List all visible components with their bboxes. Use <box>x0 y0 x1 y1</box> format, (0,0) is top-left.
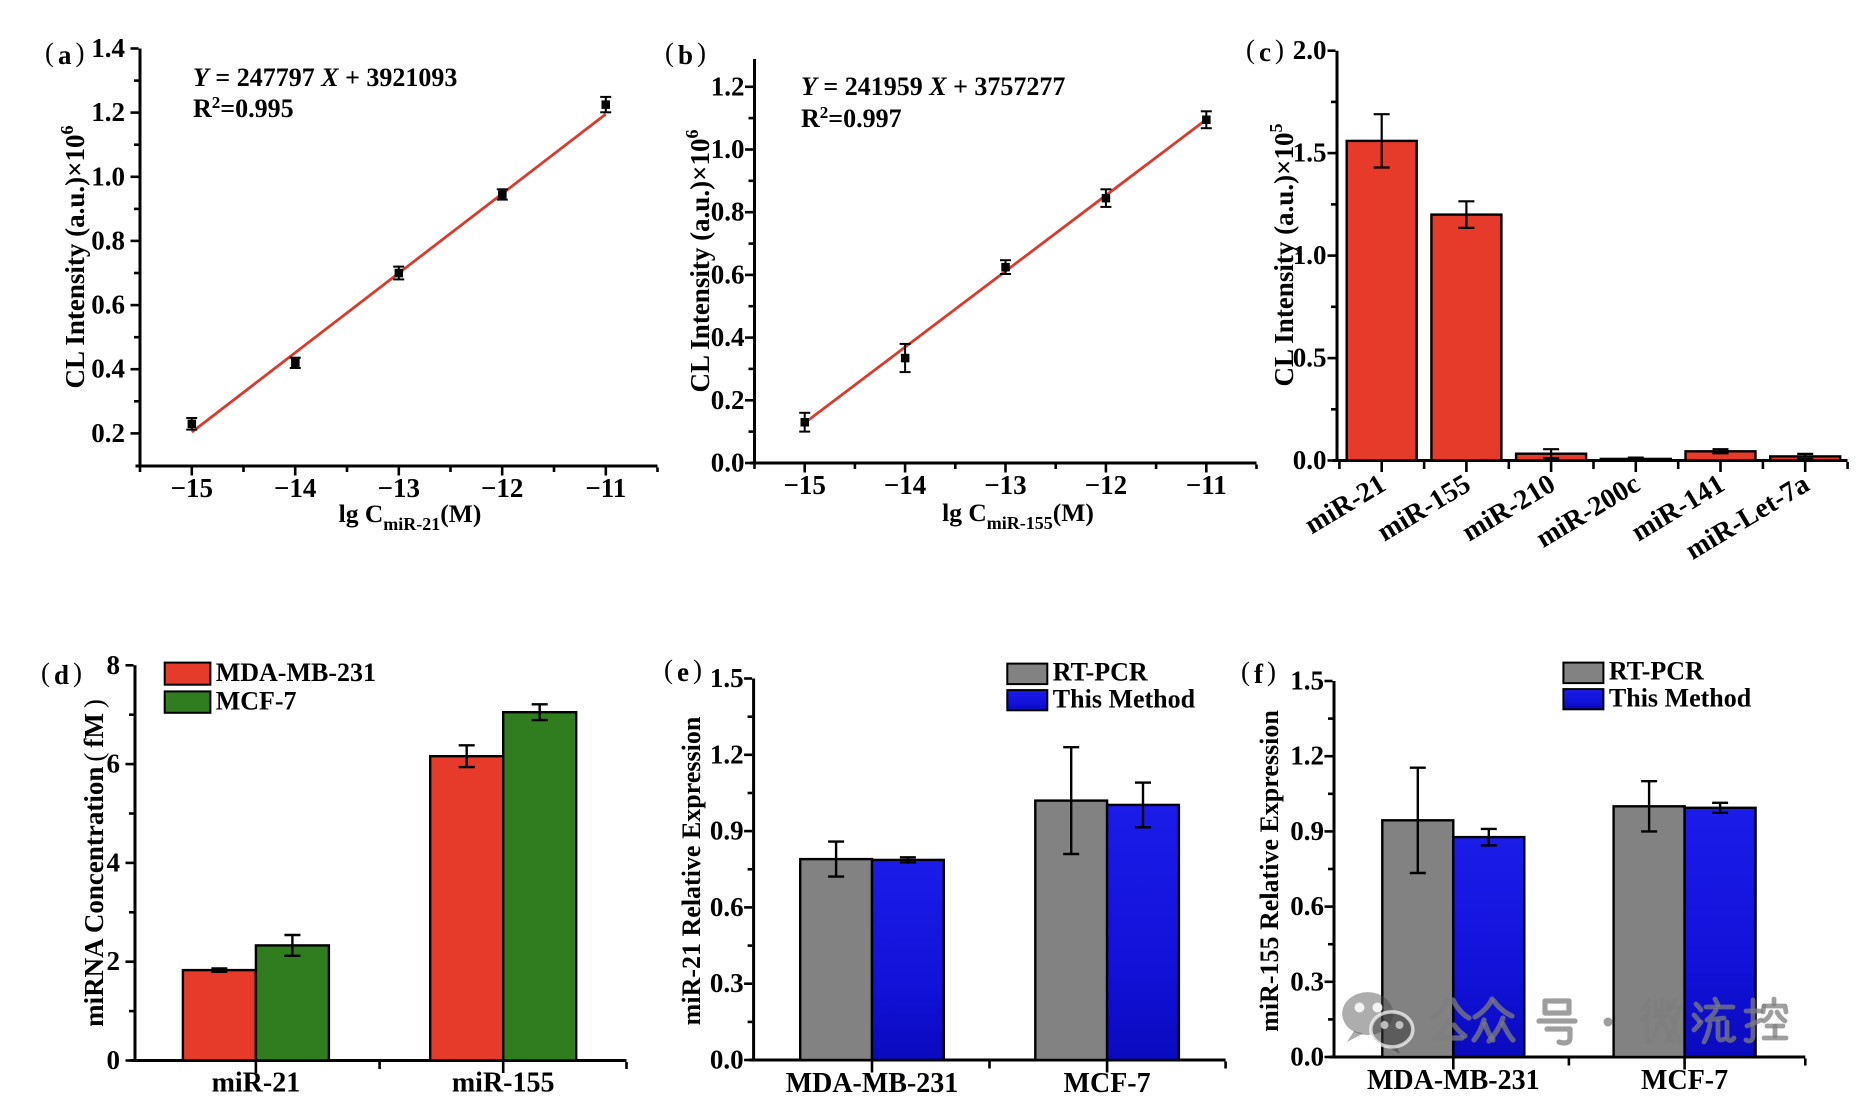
svg-text:R2=0.997: R2=0.997 <box>801 103 902 133</box>
svg-text:0.6: 0.6 <box>710 892 744 922</box>
svg-text:−11: −11 <box>1186 470 1227 500</box>
svg-text:MDA-MB-231: MDA-MB-231 <box>1367 1065 1540 1096</box>
svg-text:8: 8 <box>107 650 121 680</box>
svg-text:This Method: This Method <box>1609 684 1752 713</box>
svg-text:0.2: 0.2 <box>711 385 745 415</box>
svg-text:miR-155: miR-155 <box>452 1068 555 1099</box>
svg-text:1.4: 1.4 <box>91 33 125 63</box>
svg-text:0.6: 0.6 <box>91 290 125 320</box>
svg-text:6: 6 <box>107 749 121 779</box>
svg-text:0.0: 0.0 <box>1293 445 1327 475</box>
svg-text:RT-PCR: RT-PCR <box>1053 658 1148 687</box>
svg-text:1.0: 1.0 <box>91 161 125 191</box>
svg-text:1.0: 1.0 <box>1293 240 1327 270</box>
svg-text:0.9: 0.9 <box>1290 816 1324 846</box>
svg-text:R2=0.995: R2=0.995 <box>193 93 294 123</box>
svg-text:1.2: 1.2 <box>1290 741 1324 771</box>
svg-text:1.5: 1.5 <box>1290 666 1324 696</box>
svg-text:0.6: 0.6 <box>711 259 745 289</box>
svg-text:MDA-MB-231: MDA-MB-231 <box>786 1068 959 1098</box>
svg-text:0.8: 0.8 <box>711 197 745 227</box>
svg-text:Y = 247797 X + 3921093: Y = 247797 X + 3921093 <box>193 63 457 92</box>
svg-text:0.0: 0.0 <box>710 1045 744 1075</box>
svg-text:(c): (c) <box>1246 35 1284 68</box>
svg-text:−12: −12 <box>481 473 523 503</box>
svg-text:0.6: 0.6 <box>1290 891 1324 921</box>
svg-text:(f): (f) <box>1241 657 1276 690</box>
svg-text:miR-21: miR-21 <box>212 1068 301 1099</box>
svg-text:1.0: 1.0 <box>711 134 745 164</box>
svg-text:−14: −14 <box>274 473 316 503</box>
svg-text:(d): (d) <box>41 658 82 691</box>
svg-text:This Method: This Method <box>1053 685 1196 714</box>
svg-text:miRNA Concentration(fM): miRNA Concentration(fM) <box>79 699 109 1027</box>
svg-text:CL Intensity (a.u.)×106: CL Intensity (a.u.)×106 <box>57 126 90 389</box>
svg-text:(b): (b) <box>665 38 706 71</box>
svg-text:0.4: 0.4 <box>91 354 125 384</box>
svg-text:MDA-MB-231: MDA-MB-231 <box>216 658 376 687</box>
svg-text:1.5: 1.5 <box>710 663 744 693</box>
svg-text:2: 2 <box>107 946 121 976</box>
svg-text:(e): (e) <box>664 655 702 688</box>
svg-text:1.5: 1.5 <box>1293 138 1327 168</box>
svg-text:MCF-7: MCF-7 <box>216 687 297 716</box>
svg-text:CL Intensity (a.u.)×105: CL Intensity (a.u.)×105 <box>1266 124 1299 387</box>
svg-text:4: 4 <box>107 847 121 877</box>
svg-text:MCF-7: MCF-7 <box>1641 1065 1728 1096</box>
svg-text:−13: −13 <box>378 473 420 503</box>
svg-text:−14: −14 <box>884 470 926 500</box>
svg-text:0.5: 0.5 <box>1293 343 1327 373</box>
svg-text:1.2: 1.2 <box>711 71 745 101</box>
svg-text:−15: −15 <box>784 470 826 500</box>
svg-text:0.2: 0.2 <box>91 418 125 448</box>
svg-text:miR-155 Relative Expression: miR-155 Relative Expression <box>1255 710 1284 1032</box>
svg-text:0.9: 0.9 <box>710 816 744 846</box>
svg-text:MCF-7: MCF-7 <box>1064 1068 1151 1098</box>
svg-text:0.0: 0.0 <box>711 448 745 478</box>
svg-text:2.0: 2.0 <box>1293 35 1327 65</box>
svg-text:miR-21 Relative Expression: miR-21 Relative Expression <box>677 716 706 1025</box>
svg-text:0.3: 0.3 <box>1290 966 1324 996</box>
svg-text:−11: −11 <box>585 473 626 503</box>
svg-text:0.4: 0.4 <box>711 322 745 352</box>
svg-text:1.2: 1.2 <box>91 97 125 127</box>
svg-text:(a): (a) <box>45 38 85 71</box>
svg-text:1.2: 1.2 <box>710 739 744 769</box>
svg-text:0: 0 <box>107 1045 121 1075</box>
svg-text:Y = 241959 X + 3757277: Y = 241959 X + 3757277 <box>801 72 1065 101</box>
svg-text:CL Intensity (a.u.)×106: CL Intensity (a.u.)×106 <box>682 130 715 393</box>
svg-text:0.0: 0.0 <box>1290 1042 1324 1072</box>
svg-text:0.3: 0.3 <box>710 968 744 998</box>
svg-text:RT-PCR: RT-PCR <box>1609 657 1704 686</box>
svg-text:−13: −13 <box>984 470 1026 500</box>
svg-text:−15: −15 <box>171 473 213 503</box>
svg-text:0.8: 0.8 <box>91 225 125 255</box>
svg-text:−12: −12 <box>1085 470 1127 500</box>
